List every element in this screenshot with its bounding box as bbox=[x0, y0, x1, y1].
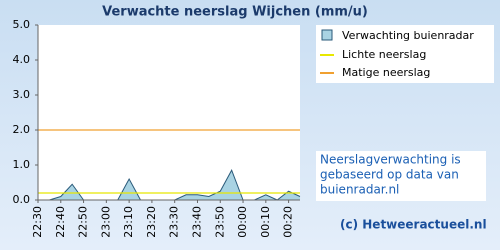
x-tick-label: 23:00 bbox=[99, 206, 112, 238]
x-tick-label: 22:50 bbox=[77, 206, 90, 238]
x-tick-label: 22:30 bbox=[31, 206, 44, 238]
x-tick-label: 00:00 bbox=[236, 206, 249, 238]
x-tick-label: 22:40 bbox=[54, 206, 67, 238]
legend-swatch bbox=[321, 29, 333, 41]
y-tick-label: 3.0 bbox=[13, 88, 31, 101]
legend-label: Verwachting buienradar bbox=[342, 29, 474, 42]
credit: (c) Hetweeractueel.nl bbox=[340, 218, 487, 232]
y-tick-label: 1.0 bbox=[13, 158, 31, 171]
x-tick-label: 23:20 bbox=[145, 206, 158, 238]
x-tick-label: 00:10 bbox=[259, 206, 272, 238]
x-tick-label: 00:20 bbox=[282, 206, 295, 238]
x-tick-label: 23:10 bbox=[122, 206, 135, 238]
legend bbox=[316, 25, 494, 83]
y-tick-label: 2.0 bbox=[13, 123, 31, 136]
y-tick-label: 0.0 bbox=[13, 193, 31, 206]
legend-label: Matige neerslag bbox=[342, 66, 430, 79]
note-box bbox=[316, 151, 486, 201]
chart-title: Verwachte neerslag Wijchen (mm/u) bbox=[102, 5, 368, 20]
x-tick-label: 23:40 bbox=[190, 206, 203, 238]
x-tick-label: 23:50 bbox=[213, 206, 226, 238]
legend-label: Lichte neerslag bbox=[342, 48, 426, 61]
plot-area bbox=[38, 25, 300, 200]
note-line: Neerslagverwachting is bbox=[320, 153, 461, 167]
note-line: gebaseerd op data van bbox=[320, 168, 459, 182]
x-tick-label: 23:30 bbox=[168, 206, 181, 238]
y-tick-label: 5.0 bbox=[13, 18, 31, 31]
note-line: buienradar.nl bbox=[320, 183, 399, 197]
y-tick-label: 4.0 bbox=[13, 53, 31, 66]
